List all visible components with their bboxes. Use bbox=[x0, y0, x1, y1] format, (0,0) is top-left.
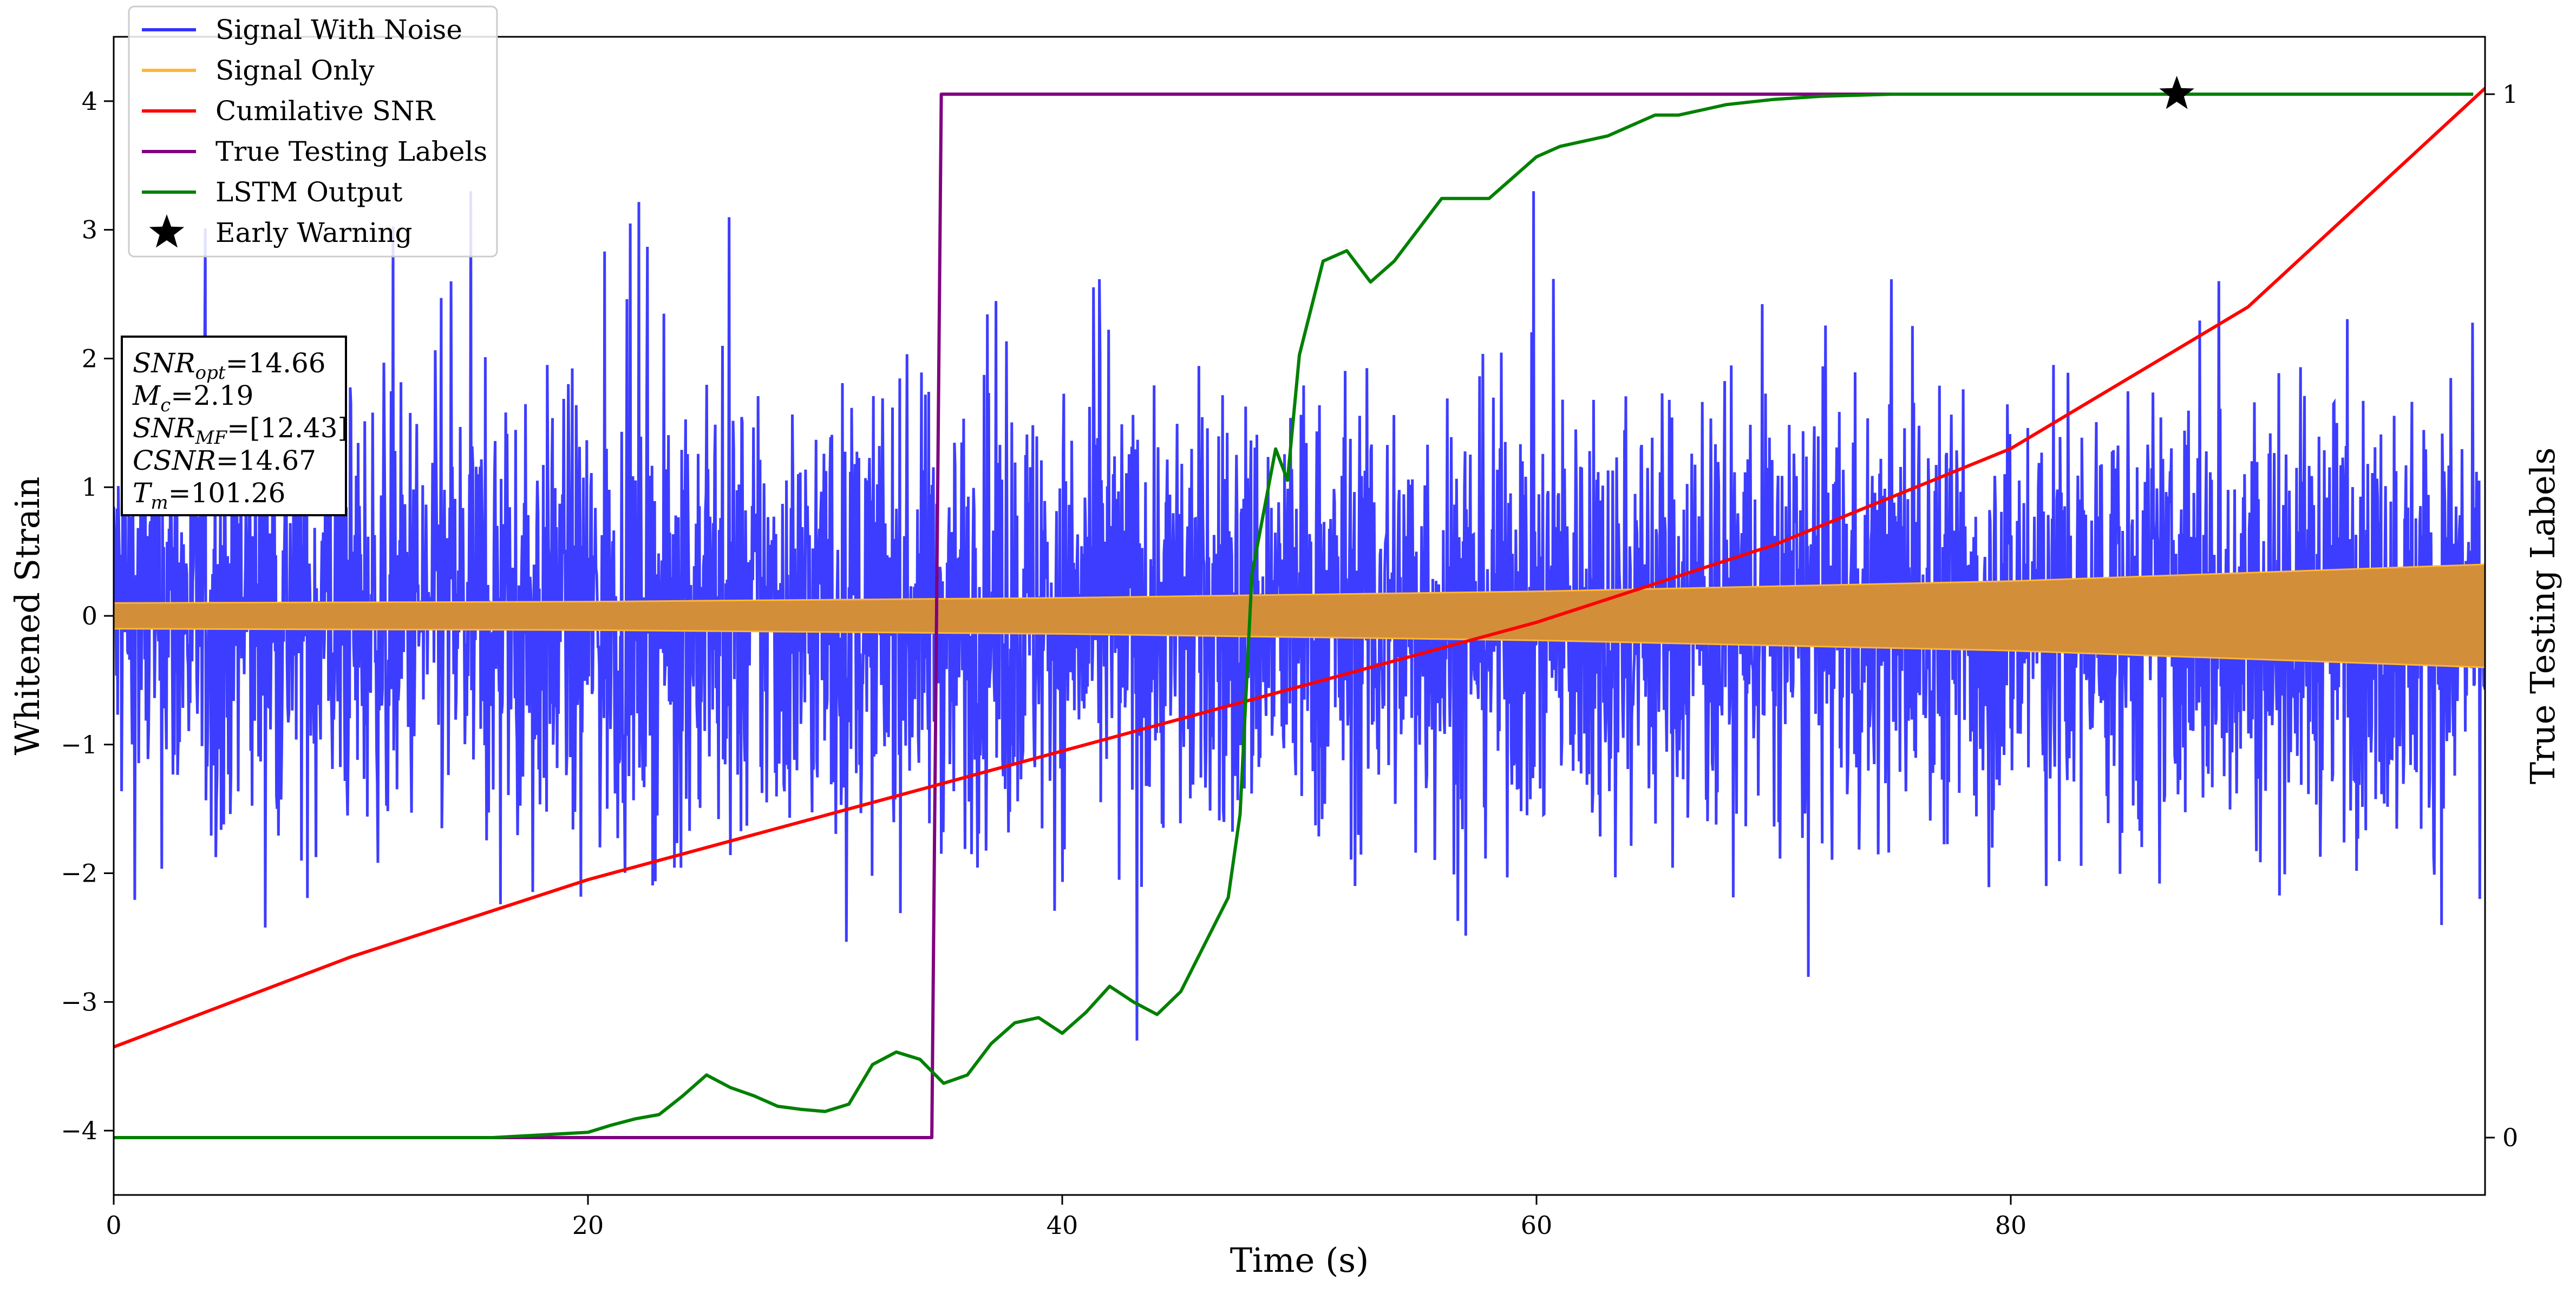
y-tick-label: −1 bbox=[61, 730, 97, 759]
info-box: SNRopt=14.66Mc=2.19SNRMF=[12.43]CSNR=14.… bbox=[121, 336, 348, 516]
x-tick-label: 40 bbox=[1047, 1211, 1078, 1240]
info-box-line: CSNR=14.67 bbox=[133, 445, 316, 476]
y-tick-label: 1 bbox=[82, 472, 97, 502]
legend-label: LSTM Output bbox=[215, 176, 402, 208]
line-series-layer bbox=[114, 87, 2485, 1139]
legend: Signal With Noise Signal Only Cumilative S… bbox=[128, 5, 498, 258]
y-tick-label: 2 bbox=[82, 344, 97, 373]
signal-only-band bbox=[114, 563, 2485, 668]
legend-label: Signal Only bbox=[215, 55, 375, 86]
early-warning-marker bbox=[2159, 76, 2194, 109]
signal-only-series bbox=[114, 563, 2485, 668]
y-axis-left: −4 −3 −2 −1 0 1 2 3 4 bbox=[61, 87, 114, 1145]
legend-swatch-star bbox=[149, 214, 185, 248]
y-tick-label: −2 bbox=[61, 859, 97, 888]
cumilative-snr-line bbox=[114, 87, 2485, 1049]
y-axis-title: Whitened Strain bbox=[8, 477, 47, 756]
legend-label: True Testing Labels bbox=[215, 136, 487, 167]
legend-label: Cumilative SNR bbox=[215, 95, 435, 127]
y-tick-label: 3 bbox=[82, 215, 97, 245]
lstm-output-line bbox=[114, 93, 2474, 1139]
x-axis: 0 20 40 60 80 bbox=[106, 1195, 2026, 1240]
y2-axis-title: True Testing Labels bbox=[2523, 448, 2562, 785]
marker-layer bbox=[2159, 76, 2194, 109]
info-box-line: Tm=101.26 bbox=[133, 477, 285, 514]
y2-tick-label: 0 bbox=[2502, 1123, 2518, 1152]
x-axis-title: Time (s) bbox=[1230, 1240, 1369, 1280]
x-tick-label: 20 bbox=[572, 1211, 604, 1240]
info-box-line: SNRopt=14.66 bbox=[133, 347, 326, 384]
true-testing-labels-line bbox=[114, 93, 2474, 1139]
x-tick-label: 0 bbox=[106, 1211, 121, 1240]
y-tick-label: 4 bbox=[82, 87, 97, 116]
y-tick-label: −3 bbox=[61, 987, 97, 1016]
y-axis-right: 01 bbox=[2485, 80, 2518, 1152]
y-tick-label: 0 bbox=[82, 601, 97, 630]
legend-label: Early Warning bbox=[215, 217, 413, 248]
y-tick-label: −4 bbox=[61, 1116, 97, 1145]
legend-label: Signal With Noise bbox=[215, 14, 462, 45]
x-tick-label: 60 bbox=[1521, 1211, 1553, 1240]
info-box-line: Mc=2.19 bbox=[132, 380, 253, 416]
info-box-line: SNRMF=[12.43] bbox=[133, 412, 348, 449]
y2-tick-label: 1 bbox=[2502, 80, 2518, 109]
x-tick-label: 80 bbox=[1995, 1211, 2027, 1240]
